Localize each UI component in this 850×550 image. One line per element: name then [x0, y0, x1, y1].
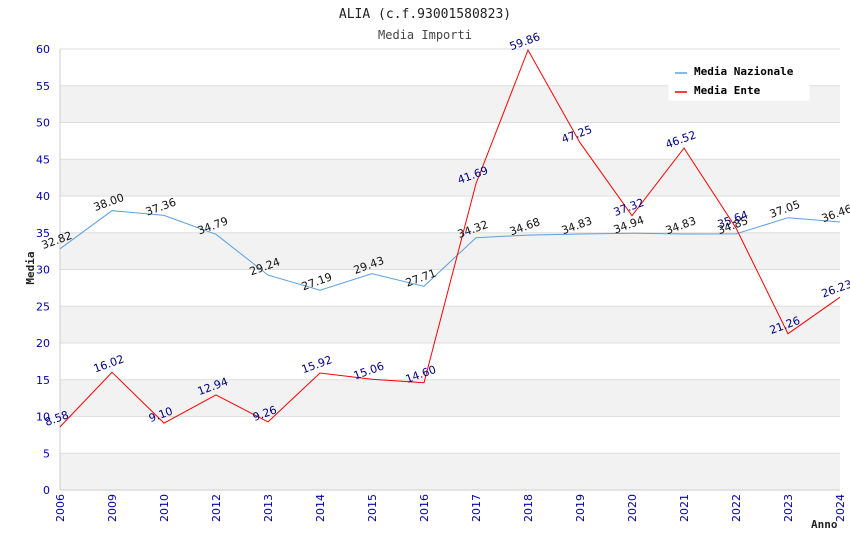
x-tick-label: 2016 — [418, 494, 431, 522]
x-tick-label: 2017 — [470, 494, 483, 522]
y-tick-label: 20 — [36, 337, 50, 350]
x-tick-label: 2022 — [730, 494, 743, 522]
data-label: 47.25 — [560, 123, 594, 146]
grid-band — [60, 306, 840, 343]
x-tick-label: 2012 — [210, 494, 223, 522]
y-tick-label: 50 — [36, 117, 50, 130]
x-tick-label: 2014 — [314, 494, 327, 522]
grid-lines — [60, 48, 840, 491]
legend: Media Nazionale Media Ente — [668, 59, 810, 101]
y-tick-label: 25 — [36, 300, 50, 313]
y-tick-label: 60 — [36, 43, 50, 56]
y-tick-label: 45 — [36, 153, 50, 166]
x-tick-label: 2010 — [158, 494, 171, 522]
y-tick-label: 40 — [36, 190, 50, 203]
x-tick-label: 2021 — [678, 494, 691, 522]
grid-band — [60, 453, 840, 490]
x-tick-label: 2013 — [262, 494, 275, 522]
x-tick-label: 2019 — [574, 494, 587, 522]
x-tick-label: 2006 — [54, 494, 67, 522]
y-tick-labels: 0 5 10 15 20 25 30 35 40 45 50 55 60 — [36, 43, 50, 497]
grid-band — [60, 232, 840, 270]
data-label: 15.92 — [300, 353, 334, 376]
series-line-media-ente — [59, 48, 841, 428]
y-tick-label: 5 — [43, 447, 50, 460]
data-label: 16.02 — [92, 352, 126, 375]
y-tick-label: 10 — [36, 411, 50, 424]
legend-label-media-nazionale: Media Nazionale — [694, 65, 794, 78]
x-tick-label: 2009 — [106, 494, 119, 522]
x-tick-label: 2023 — [782, 494, 795, 522]
legend-label-media-ente: Media Ente — [694, 84, 761, 97]
y-tick-label: 0 — [43, 484, 50, 497]
chart-title: ALIA (c.f.93001580823) — [339, 7, 511, 22]
y-tick-label: 30 — [36, 264, 50, 277]
chart-subtitle: Media Importi — [378, 28, 472, 42]
y-tick-label: 15 — [36, 374, 50, 387]
x-tick-label: 2020 — [626, 494, 639, 522]
data-label: 59.86 — [508, 30, 542, 53]
y-tick-label: 55 — [36, 80, 50, 93]
grid-bands — [60, 85, 840, 490]
x-axis-label: Anno — [811, 518, 838, 531]
y-tick-label: 35 — [36, 227, 50, 240]
y-axis-label: Media — [24, 251, 37, 284]
data-label: 27.19 — [300, 270, 334, 293]
data-label: 26.23 — [820, 277, 850, 300]
x-tick-labels: 2006 2009 2010 2012 2013 2014 2015 2016 2017 2018… — [54, 494, 847, 522]
legend-box — [668, 59, 810, 101]
x-tick-label: 2018 — [522, 494, 535, 522]
grid-band — [60, 379, 840, 417]
x-tick-label: 2015 — [366, 494, 379, 522]
series-lines — [59, 48, 841, 428]
series-line-media-nazionale — [59, 210, 841, 291]
data-label: 37.05 — [768, 198, 802, 221]
data-label: 46.52 — [664, 128, 698, 151]
x-tick-label: 2024 — [834, 494, 847, 522]
grid-band — [60, 159, 840, 196]
